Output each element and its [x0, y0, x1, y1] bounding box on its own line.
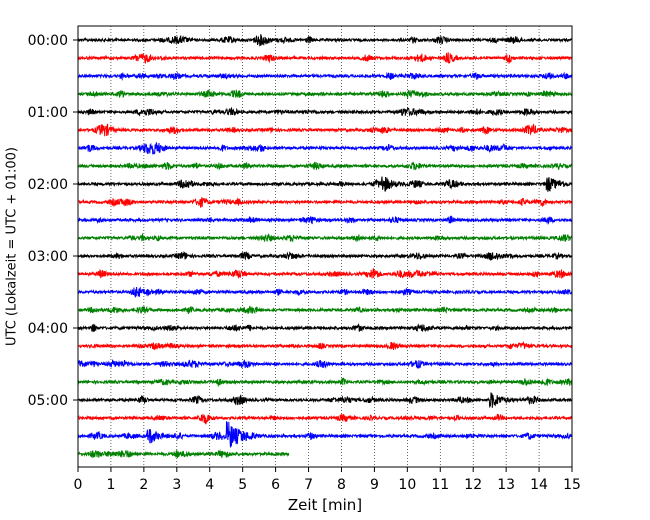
x-tick-label: 9 — [370, 477, 379, 493]
trace-row-7 — [77, 161, 573, 171]
trace-row-23 — [77, 449, 290, 459]
x-tick-label: 7 — [304, 477, 313, 493]
y-axis-label: UTC (Lokalzeit = UTC + 01:00) — [5, 147, 20, 346]
trace-row-4 — [77, 106, 573, 117]
x-axis-label: Zeit [min] — [288, 496, 362, 514]
trace-row-5 — [77, 123, 573, 137]
y-tick-label: 01:00 — [28, 105, 68, 121]
trace-row-21 — [77, 413, 573, 426]
x-tick-label: 5 — [238, 477, 247, 493]
x-tick-label: 6 — [271, 477, 280, 493]
x-tick-label: 11 — [431, 477, 449, 493]
x-tick-label: 8 — [337, 477, 346, 493]
y-tick-label: 05:00 — [28, 393, 68, 409]
trace-row-15 — [77, 305, 573, 315]
trace-row-18 — [77, 359, 573, 370]
y-tick-label: 03:00 — [28, 249, 68, 265]
trace-row-9 — [77, 197, 573, 208]
trace-row-17 — [77, 340, 573, 351]
y-axis: 00:00 01:00 02:00 03:00 04:00 05:00 — [28, 33, 78, 409]
x-axis: 0 1 2 3 4 5 6 7 8 9 10 11 12 13 14 15 — [74, 467, 581, 493]
trace-row-20 — [77, 392, 573, 408]
trace-row-8 — [77, 176, 573, 192]
trace-row-13 — [77, 268, 573, 280]
trace-row-10 — [77, 215, 573, 225]
x-tick-label: 3 — [172, 477, 181, 493]
x-tick-label: 14 — [530, 477, 548, 493]
trace-row-19 — [77, 377, 573, 388]
trace-row-11 — [77, 232, 573, 243]
x-tick-label: 4 — [205, 477, 214, 493]
trace-row-1 — [77, 52, 573, 64]
x-tick-label: 0 — [74, 477, 83, 493]
y-tick-label: 02:00 — [28, 177, 68, 193]
plot-frame — [77, 25, 573, 468]
trace-row-0 — [77, 34, 573, 47]
x-tick-label: 15 — [563, 477, 581, 493]
x-tick-label: 1 — [106, 477, 115, 493]
trace-row-12 — [77, 250, 573, 262]
x-tick-label: 13 — [497, 477, 515, 493]
trace-row-2 — [77, 71, 573, 81]
trace-row-16 — [77, 323, 573, 333]
trace-row-3 — [77, 89, 573, 100]
trace-row-14 — [77, 286, 573, 298]
trace-row-22 — [77, 421, 573, 448]
x-tick-label: 10 — [398, 477, 416, 493]
traces — [77, 34, 573, 459]
y-tick-label: 00:00 — [28, 33, 68, 49]
trace-row-6 — [77, 142, 573, 155]
x-tick-label: 12 — [464, 477, 482, 493]
y-tick-label: 04:00 — [28, 321, 68, 337]
x-tick-label: 2 — [139, 477, 148, 493]
